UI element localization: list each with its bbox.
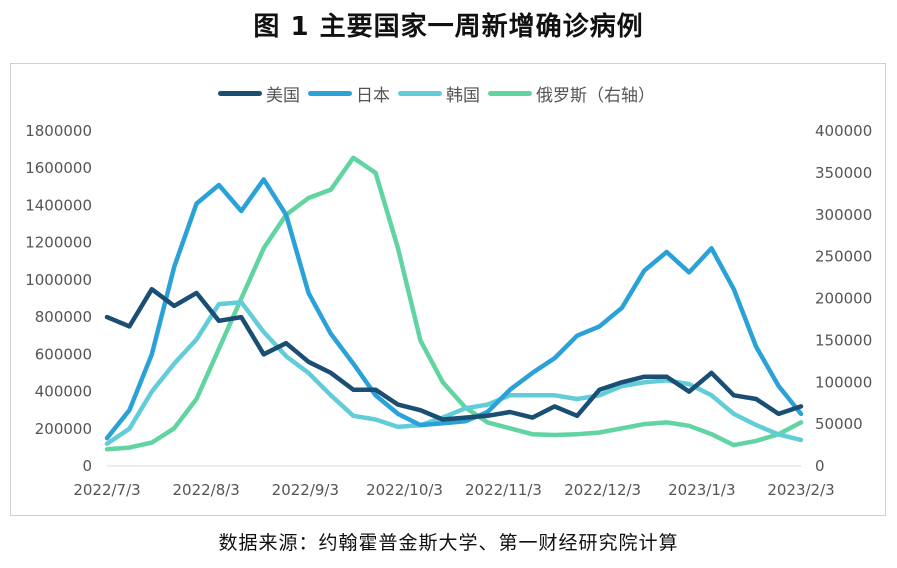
legend-label-korea: 韩国	[446, 85, 480, 106]
legend-swatch-russia	[488, 90, 532, 96]
x-tick-label: 2022/10/3	[366, 481, 443, 499]
y-left-tick-label: 1000000	[25, 271, 92, 289]
y-left-tick-label: 800000	[35, 308, 92, 326]
y-right-tick-label: 200000	[815, 290, 872, 308]
legend-label-russia: 俄罗斯（右轴）	[536, 85, 655, 106]
y-right-tick-label: 50000	[815, 415, 863, 433]
y-left-tick-label: 1200000	[25, 234, 92, 252]
y-right-tick-label: 250000	[815, 248, 872, 266]
legend-item-japan: 日本	[308, 81, 390, 106]
x-tick-label: 2022/11/3	[465, 481, 542, 499]
x-tick-label: 2022/12/3	[564, 481, 641, 499]
y-left-tick-label: 1800000	[25, 122, 92, 140]
series-line-us	[104, 286, 804, 422]
legend-item-russia: 俄罗斯（右轴）	[488, 81, 655, 106]
series-line-korea	[104, 299, 804, 446]
legend-label-japan: 日本	[356, 85, 390, 106]
y-right-tick-label: 100000	[815, 373, 872, 391]
legend-item-korea: 韩国	[398, 81, 480, 106]
series-line-japan	[104, 177, 804, 441]
y-right-tick-label: 150000	[815, 331, 872, 349]
legend-swatch-us	[218, 90, 262, 96]
y-right-tick-label: 0	[815, 457, 825, 475]
chart-frame	[10, 63, 886, 516]
series-line-russia	[104, 155, 804, 452]
x-tick-label: 2023/1/3	[668, 481, 735, 499]
y-left-tick-label: 1600000	[25, 159, 92, 177]
x-tick-label: 2022/7/3	[73, 481, 140, 499]
x-tick-label: 2022/9/3	[272, 481, 339, 499]
y-left-tick-label: 0	[82, 457, 92, 475]
legend-swatch-japan	[308, 90, 352, 96]
y-left-tick-label: 1400000	[25, 196, 92, 214]
x-tick-label: 2023/2/3	[767, 481, 834, 499]
y-right-tick-label: 400000	[815, 122, 872, 140]
data-source-note: 数据来源：约翰霍普金斯大学、第一财经研究院计算	[218, 532, 679, 554]
chart-title: 图 1 主要国家一周新增确诊病例	[253, 12, 644, 42]
x-tick-label: 2022/8/3	[172, 481, 239, 499]
chart-legend: 美国 日本 韩国 俄罗斯（右轴）	[218, 80, 663, 106]
y-left-tick-label: 400000	[35, 383, 92, 401]
y-right-tick-label: 350000	[815, 164, 872, 182]
y-right-tick-label: 300000	[815, 206, 872, 224]
legend-item-us: 美国	[218, 81, 300, 106]
y-left-tick-label: 600000	[35, 345, 92, 363]
legend-label-us: 美国	[266, 85, 300, 106]
legend-swatch-korea	[398, 90, 442, 96]
y-left-tick-label: 200000	[35, 420, 92, 438]
